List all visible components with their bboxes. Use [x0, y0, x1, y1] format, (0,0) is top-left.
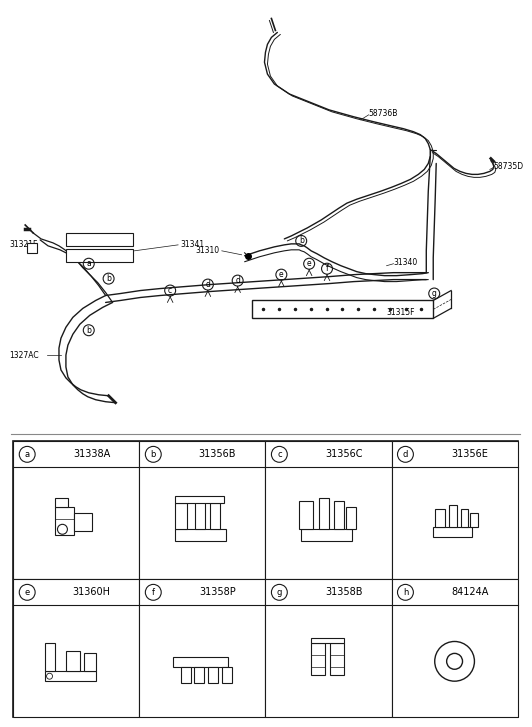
Text: 31340: 31340	[394, 258, 418, 268]
FancyBboxPatch shape	[448, 505, 456, 527]
FancyBboxPatch shape	[13, 441, 518, 718]
FancyBboxPatch shape	[66, 249, 134, 262]
FancyBboxPatch shape	[210, 504, 220, 529]
Text: f: f	[152, 588, 155, 597]
FancyBboxPatch shape	[209, 667, 218, 683]
FancyBboxPatch shape	[54, 497, 69, 507]
FancyBboxPatch shape	[433, 527, 472, 537]
Text: b: b	[151, 450, 156, 459]
Text: b: b	[106, 274, 111, 283]
FancyBboxPatch shape	[174, 504, 187, 529]
FancyBboxPatch shape	[74, 513, 92, 531]
Text: b: b	[86, 326, 91, 334]
Text: 31321F: 31321F	[10, 241, 38, 249]
FancyBboxPatch shape	[174, 496, 225, 504]
Text: e: e	[307, 260, 311, 268]
FancyBboxPatch shape	[222, 667, 232, 683]
FancyBboxPatch shape	[174, 529, 226, 541]
FancyBboxPatch shape	[392, 579, 518, 718]
FancyBboxPatch shape	[84, 654, 96, 671]
FancyBboxPatch shape	[45, 643, 54, 671]
Text: b: b	[299, 236, 304, 246]
FancyBboxPatch shape	[27, 243, 37, 253]
FancyBboxPatch shape	[13, 579, 139, 718]
Text: g: g	[277, 588, 282, 597]
Text: 31358P: 31358P	[199, 587, 236, 598]
FancyBboxPatch shape	[13, 441, 139, 579]
FancyBboxPatch shape	[311, 638, 344, 643]
Text: a: a	[24, 450, 30, 459]
Text: 31356E: 31356E	[451, 449, 488, 459]
FancyBboxPatch shape	[301, 529, 352, 541]
Circle shape	[435, 641, 475, 681]
FancyBboxPatch shape	[470, 513, 478, 527]
Text: e: e	[279, 270, 284, 279]
FancyBboxPatch shape	[461, 510, 469, 527]
FancyBboxPatch shape	[180, 667, 190, 683]
Text: 31356B: 31356B	[199, 449, 236, 459]
FancyBboxPatch shape	[139, 579, 265, 718]
Text: 1472AF: 1472AF	[84, 251, 115, 260]
Text: c: c	[277, 450, 281, 459]
FancyBboxPatch shape	[45, 671, 96, 681]
Text: 1472AF: 1472AF	[84, 235, 115, 244]
FancyBboxPatch shape	[335, 502, 344, 529]
Text: e: e	[24, 588, 30, 597]
FancyBboxPatch shape	[139, 441, 265, 579]
Text: d: d	[403, 450, 408, 459]
Circle shape	[447, 654, 462, 670]
FancyBboxPatch shape	[66, 233, 134, 246]
FancyBboxPatch shape	[252, 300, 433, 318]
Text: 31356C: 31356C	[325, 449, 362, 459]
Text: 31341: 31341	[180, 241, 204, 249]
Text: 84124A: 84124A	[451, 587, 488, 598]
Text: g: g	[432, 289, 437, 298]
Text: c: c	[168, 286, 172, 295]
FancyBboxPatch shape	[195, 499, 205, 529]
Text: 58735D: 58735D	[494, 162, 524, 171]
Text: 31310: 31310	[196, 246, 220, 255]
Text: 31315F: 31315F	[387, 308, 415, 317]
FancyBboxPatch shape	[392, 441, 518, 579]
FancyBboxPatch shape	[265, 579, 392, 718]
Text: 31338A: 31338A	[73, 449, 110, 459]
FancyBboxPatch shape	[66, 651, 80, 671]
Text: f: f	[326, 264, 328, 273]
Text: 58736B: 58736B	[369, 109, 398, 119]
Text: 31360H: 31360H	[72, 587, 111, 598]
FancyBboxPatch shape	[54, 507, 74, 535]
FancyBboxPatch shape	[435, 510, 445, 527]
FancyBboxPatch shape	[330, 643, 344, 675]
FancyBboxPatch shape	[311, 643, 325, 675]
FancyBboxPatch shape	[299, 502, 313, 529]
Text: 31358B: 31358B	[325, 587, 362, 598]
Text: d: d	[205, 280, 210, 289]
FancyBboxPatch shape	[346, 507, 356, 529]
Text: h: h	[403, 588, 408, 597]
FancyBboxPatch shape	[319, 497, 328, 529]
FancyBboxPatch shape	[195, 667, 204, 683]
FancyBboxPatch shape	[173, 657, 228, 667]
Text: a: a	[86, 260, 91, 268]
Text: 1327AC: 1327AC	[10, 350, 39, 360]
Text: d: d	[235, 276, 240, 285]
FancyBboxPatch shape	[265, 441, 392, 579]
